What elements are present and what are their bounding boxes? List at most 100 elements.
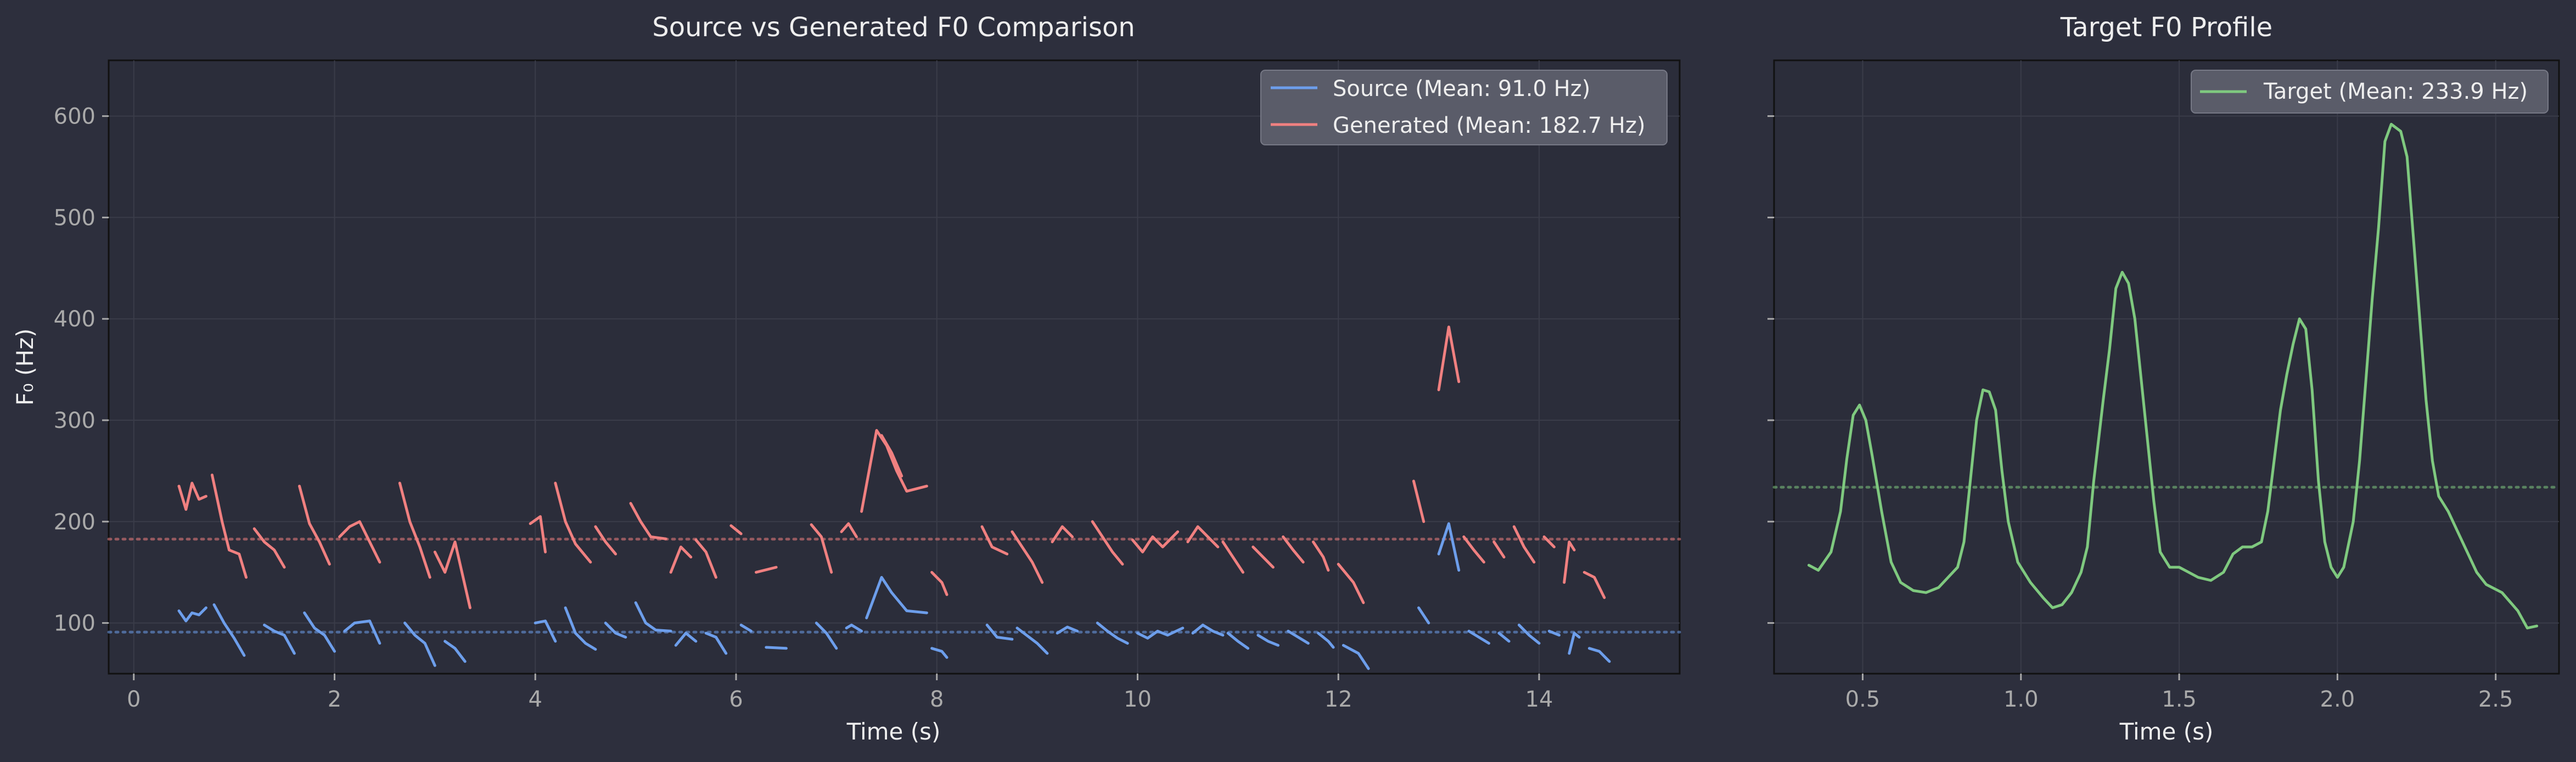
legend-label-target: Target (Mean: 233.9 Hz) <box>2263 79 2528 104</box>
series-line-segment <box>529 515 547 554</box>
series-line-segment <box>1186 525 1220 549</box>
x-tick-label: 4 <box>528 687 542 712</box>
series-line-segment <box>1497 631 1511 643</box>
x-tick-label: 1.5 <box>2162 687 2197 712</box>
series-line-segment <box>1091 520 1124 566</box>
legend-box <box>1260 70 1668 145</box>
series-line-segment <box>263 623 296 655</box>
series-line-segment <box>1512 525 1536 564</box>
series-line-segment <box>845 623 863 633</box>
series-line-segment <box>860 429 928 513</box>
series-line-segment <box>629 502 667 540</box>
series-line-segment <box>1437 522 1461 572</box>
series-line-segment <box>669 545 693 574</box>
series-line-segment <box>1221 540 1244 574</box>
series-line-segment <box>1568 631 1581 655</box>
series-line-segment <box>1287 629 1310 645</box>
series-line-segment <box>1563 540 1576 584</box>
series-line-segment <box>1587 647 1611 663</box>
target-panel: Target F0 Profile 0.5 1.0 1.5 2.0 2.5 Time (… <box>1767 12 2561 745</box>
series-line-segment <box>1282 535 1305 564</box>
source-generated-panel: Source vs Generated F0 Comparison 0 2 4 6 8 1… <box>12 12 1681 745</box>
x-tick-label: 10 <box>1124 687 1152 712</box>
legend-label-source: Source (Mean: 91.0 Hz) <box>1333 76 1590 101</box>
series-line-segment <box>403 622 436 667</box>
y-tick-label: 500 <box>54 205 96 230</box>
mean-lines <box>107 538 1681 634</box>
x-tick-label: 14 <box>1525 687 1553 712</box>
x-tick-label: 0 <box>127 687 141 712</box>
series-line-segment <box>343 619 381 645</box>
panel-title: Target F0 Profile <box>2060 12 2272 43</box>
series-line-segment <box>930 571 949 596</box>
series-line-segment <box>177 482 207 511</box>
series-line-segment <box>729 524 743 535</box>
series-line-segment <box>1317 631 1335 649</box>
series-line-segment <box>564 606 597 651</box>
y-axis-ticks <box>1767 115 1774 624</box>
y-axis-ticks: 100 200 300 400 500 600 <box>54 104 109 636</box>
series-line-segment <box>444 640 467 663</box>
series-line-segment <box>674 631 698 647</box>
series-line-segment <box>1251 545 1275 569</box>
legend-box <box>2191 70 2549 114</box>
plot-area <box>1773 59 2560 675</box>
series-line-segment <box>930 647 949 659</box>
x-tick-label: 0.5 <box>1845 687 1881 712</box>
series-line-segment <box>634 601 672 633</box>
series-line-segment <box>739 623 753 633</box>
x-tick-label: 1.0 <box>2003 687 2039 712</box>
grid-lines <box>1774 60 2559 674</box>
series-line-segment <box>1226 631 1250 650</box>
y-tick-label: 600 <box>54 104 96 129</box>
series-line-segment <box>1342 644 1370 670</box>
series-line-segment <box>534 619 557 643</box>
x-tick-label: 8 <box>930 687 944 712</box>
x-axis-ticks: 0.5 1.0 1.5 2.0 2.5 <box>1845 674 2513 712</box>
series-line-segment <box>1011 530 1044 584</box>
series-line-segment <box>298 484 331 566</box>
series-line-segment <box>1467 629 1490 645</box>
series-line-segment <box>1015 626 1049 655</box>
panel-title: Source vs Generated F0 Comparison <box>652 12 1135 43</box>
x-tick-label: 2 <box>328 687 341 712</box>
series-line-segment <box>1517 623 1541 645</box>
y-tick-label: 100 <box>54 611 96 636</box>
series-lines <box>1807 122 2539 630</box>
series-line-segment <box>604 622 627 639</box>
series-line-segment <box>1437 325 1461 392</box>
x-tick-label: 2.5 <box>2478 687 2513 712</box>
series-line-segment <box>338 520 381 564</box>
series-line-segment <box>252 527 286 569</box>
series-line-segment <box>1542 535 1556 549</box>
x-tick-label: 2.0 <box>2320 687 2355 712</box>
series-line-segment <box>1582 571 1606 599</box>
series-line-segment <box>594 525 617 556</box>
x-axis-label: Time (s) <box>2119 718 2214 745</box>
series-line-segment <box>755 566 778 574</box>
series-line-segment <box>765 646 788 650</box>
series-line-segment <box>1051 525 1074 544</box>
series-line-segment <box>212 603 246 657</box>
series-line-segment <box>980 525 1009 556</box>
series-line-segment <box>1417 606 1430 625</box>
x-axis-ticks: 0 2 4 6 8 10 12 14 <box>127 674 1553 712</box>
series-line-segment <box>1131 530 1180 554</box>
series-line-segment <box>1096 622 1129 645</box>
y-tick-label: 400 <box>54 307 96 332</box>
legend-label-generated: Generated (Mean: 182.7 Hz) <box>1333 113 1646 138</box>
series-line-segment <box>177 606 207 623</box>
y-tick-label: 200 <box>54 510 96 535</box>
series-line-segment <box>810 523 833 574</box>
series-line-segment <box>303 611 336 653</box>
series-line-segment <box>1412 479 1426 523</box>
series-line-segment <box>554 482 592 564</box>
series-line-segment <box>1462 535 1485 564</box>
series-line-segment <box>985 623 1014 641</box>
x-tick-label: 12 <box>1325 687 1352 712</box>
legend: Source (Mean: 91.0 Hz) Generated (Mean: … <box>1260 70 1668 145</box>
series-line-segment <box>1492 540 1506 558</box>
plot-area <box>108 59 1681 675</box>
